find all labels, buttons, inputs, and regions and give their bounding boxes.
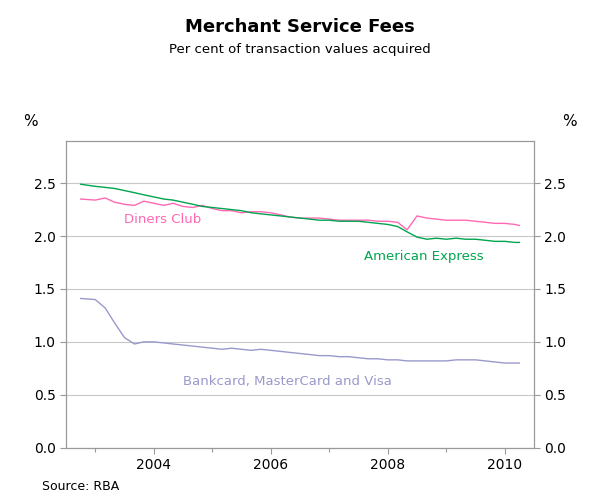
Text: %: %	[23, 114, 38, 129]
Text: Merchant Service Fees: Merchant Service Fees	[185, 18, 415, 36]
Text: American Express: American Express	[364, 250, 484, 263]
Text: Per cent of transaction values acquired: Per cent of transaction values acquired	[169, 43, 431, 56]
Text: Diners Club: Diners Club	[125, 213, 202, 226]
Text: Bankcard, MasterCard and Visa: Bankcard, MasterCard and Visa	[183, 375, 392, 388]
Text: Source: RBA: Source: RBA	[42, 480, 119, 493]
Text: %: %	[562, 114, 577, 129]
